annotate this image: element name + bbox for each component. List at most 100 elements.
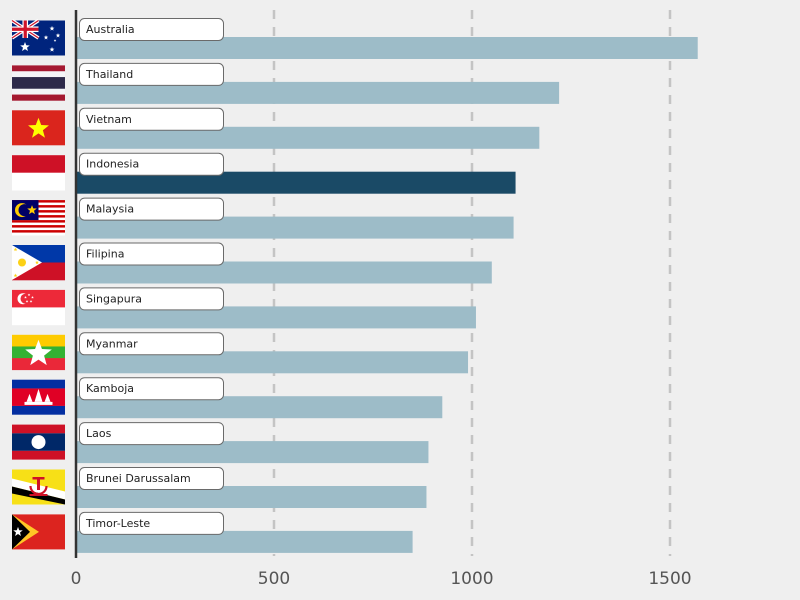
category-label-text: Indonesia bbox=[86, 158, 139, 171]
category-label-box bbox=[79, 62, 224, 86]
flag-stripe bbox=[12, 94, 65, 101]
category-label: Brunei Darussalam bbox=[79, 467, 224, 490]
temple-base bbox=[24, 401, 53, 405]
star-shape bbox=[31, 296, 34, 299]
flag-stripe bbox=[12, 172, 65, 191]
category-label-text: Kamboja bbox=[86, 382, 134, 395]
category-label-box bbox=[79, 242, 224, 266]
star-shape bbox=[28, 117, 49, 138]
star-shape bbox=[25, 300, 29, 303]
category-label-text: Malaysia bbox=[86, 203, 134, 216]
category-label-text: Australia bbox=[86, 23, 135, 36]
singapore-flag bbox=[12, 289, 65, 326]
category-label-text: Thailand bbox=[85, 68, 133, 81]
bar bbox=[76, 126, 540, 149]
crest-mast bbox=[37, 478, 40, 490]
flags bbox=[11, 19, 65, 550]
bar bbox=[76, 261, 492, 284]
temple-tower bbox=[34, 388, 43, 402]
flag-stripe bbox=[12, 155, 65, 173]
bar bbox=[76, 81, 560, 104]
thailand-flag bbox=[12, 65, 65, 101]
category-label: Vietnam bbox=[79, 107, 224, 131]
bar bbox=[76, 441, 429, 464]
flag-crescent-cut bbox=[18, 204, 31, 217]
flag-disc bbox=[31, 435, 46, 450]
australia-flag bbox=[11, 19, 65, 56]
flag-stripe bbox=[12, 71, 65, 78]
category-label: Timor-Leste bbox=[79, 511, 224, 535]
flag-stripe bbox=[12, 358, 65, 371]
category-label-box bbox=[79, 287, 224, 311]
category-label: Singapura bbox=[79, 287, 224, 311]
flag-stripe bbox=[12, 424, 65, 434]
malaysia-flag bbox=[12, 200, 65, 236]
category-label-text: Myanmar bbox=[86, 337, 138, 350]
myanmar-flag bbox=[12, 334, 65, 371]
category-labels: Australia Thailand Vietnam Indonesia Malaysi… bbox=[79, 18, 224, 535]
star-shape bbox=[27, 205, 37, 215]
bar bbox=[76, 486, 427, 508]
x-tick-label: 0 bbox=[71, 569, 82, 589]
flag-stripe bbox=[12, 220, 65, 223]
star-shape bbox=[13, 273, 18, 278]
category-label: Filipina bbox=[79, 242, 224, 266]
flag-stripe bbox=[12, 379, 65, 389]
temple-tower bbox=[26, 393, 33, 402]
flag-triangle bbox=[12, 514, 30, 550]
star-shape bbox=[27, 293, 31, 297]
x-tick-label: 500 bbox=[258, 569, 290, 589]
flag-triangle bbox=[12, 245, 42, 280]
crest-crescent bbox=[29, 485, 48, 496]
vietnam-flag bbox=[12, 110, 65, 146]
x-tick-labels: 0 500 1000 1500 bbox=[71, 569, 692, 589]
philippines-flag bbox=[12, 245, 65, 281]
category-label: Indonesia bbox=[79, 152, 224, 176]
flag-stripe bbox=[12, 227, 65, 231]
bar bbox=[76, 530, 413, 553]
bars bbox=[76, 37, 698, 553]
flag-stripe bbox=[12, 65, 65, 72]
category-label-text: Brunei Darussalam bbox=[86, 472, 191, 485]
category-label: Myanmar bbox=[79, 332, 224, 356]
category-label-box bbox=[79, 197, 224, 221]
timor-leste-flag bbox=[12, 514, 65, 550]
category-label-text: Laos bbox=[86, 427, 112, 440]
crest-canopy bbox=[32, 477, 45, 480]
star-shape bbox=[13, 526, 23, 536]
flag-stripe bbox=[12, 405, 65, 415]
x-tick-label: 1000 bbox=[450, 569, 493, 589]
star-shape bbox=[24, 296, 27, 299]
flag-stripe bbox=[12, 82, 65, 90]
cambodia-flag bbox=[12, 379, 65, 415]
star-shape bbox=[13, 247, 18, 252]
flag-stripe bbox=[12, 88, 65, 95]
bar bbox=[76, 396, 443, 419]
x-tick-label: 1500 bbox=[648, 569, 691, 589]
flag-sun bbox=[18, 258, 26, 267]
indonesia-flag bbox=[12, 155, 65, 191]
category-label-box bbox=[79, 18, 224, 41]
star-shape bbox=[53, 39, 57, 42]
flag-stripe bbox=[12, 222, 65, 226]
temple-tower bbox=[44, 393, 51, 402]
category-label-text: Singapura bbox=[86, 292, 142, 305]
category-label-box bbox=[79, 332, 224, 356]
bar bbox=[76, 216, 514, 239]
flag-stripe bbox=[12, 232, 65, 236]
bar bbox=[76, 37, 698, 59]
flag-cross bbox=[12, 27, 39, 31]
star-shape bbox=[35, 260, 39, 265]
category-label: Australia bbox=[79, 18, 224, 41]
category-label-text: Filipina bbox=[86, 248, 124, 261]
star-shape bbox=[55, 33, 61, 38]
category-label-box bbox=[79, 377, 224, 401]
category-label-box bbox=[79, 422, 224, 446]
star-shape bbox=[25, 339, 52, 366]
flag-stripe bbox=[12, 225, 65, 228]
flag-stripe bbox=[12, 450, 65, 460]
category-label-text: Timor-Leste bbox=[85, 517, 150, 530]
crest-base bbox=[29, 494, 48, 496]
bar bbox=[76, 351, 469, 374]
